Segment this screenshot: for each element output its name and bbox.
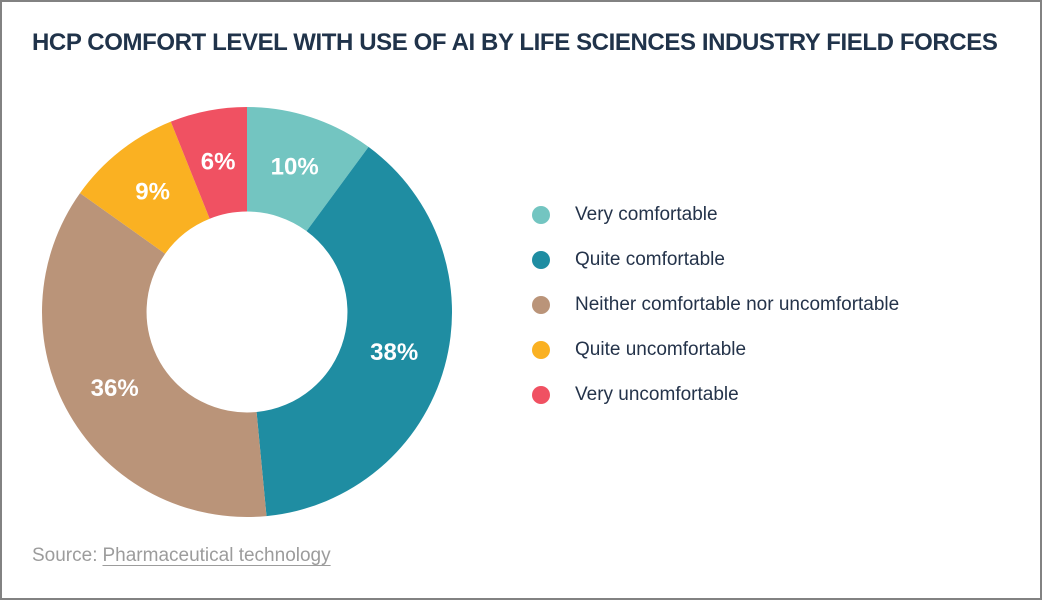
legend-label: Quite uncomfortable — [575, 338, 747, 360]
source-line: Source: Pharmaceutical technology — [32, 545, 331, 567]
legend-item-neither: Neither comfortable nor uncomfortable — [532, 282, 899, 327]
donut-slice-4 — [170, 107, 247, 219]
source-prefix: Source: — [32, 545, 98, 566]
slice-label-0: 10% — [271, 153, 319, 180]
legend-swatch-icon — [532, 340, 550, 359]
page-title: HCP COMFORT LEVEL WITH USE OF AI BY LIFE… — [32, 29, 998, 56]
slice-label-3: 9% — [135, 179, 170, 206]
legend-item-quite-comfortable: Quite comfortable — [532, 237, 899, 282]
slice-label-4: 6% — [201, 149, 236, 176]
legend-label: Neither comfortable nor uncomfortable — [575, 293, 900, 315]
legend-swatch-icon — [532, 385, 550, 404]
legend-swatch-icon — [532, 295, 550, 314]
legend-swatch-icon — [532, 205, 550, 224]
donut-chart: 10% 38% 36% 9% 6% — [42, 107, 452, 517]
source-link[interactable]: Pharmaceutical technology — [102, 545, 331, 566]
legend-item-quite-uncomfortable: Quite uncomfortable — [532, 327, 899, 372]
legend-label: Quite comfortable — [575, 248, 725, 270]
legend-item-very-uncomfortable: Very uncomfortable — [532, 372, 899, 417]
donut-slice-3 — [80, 121, 210, 254]
slice-label-2: 36% — [91, 375, 139, 402]
legend-label: Very comfortable — [575, 203, 718, 225]
donut-slice-2 — [42, 193, 267, 517]
legend-swatch-icon — [532, 250, 550, 269]
donut-slice-1 — [256, 146, 452, 517]
slice-label-1: 38% — [370, 339, 418, 366]
legend: Very comfortable Quite comfortable Neith… — [532, 192, 899, 417]
legend-item-very-comfortable: Very comfortable — [532, 192, 899, 237]
donut-slice-0 — [247, 107, 369, 232]
legend-label: Very uncomfortable — [575, 383, 739, 405]
